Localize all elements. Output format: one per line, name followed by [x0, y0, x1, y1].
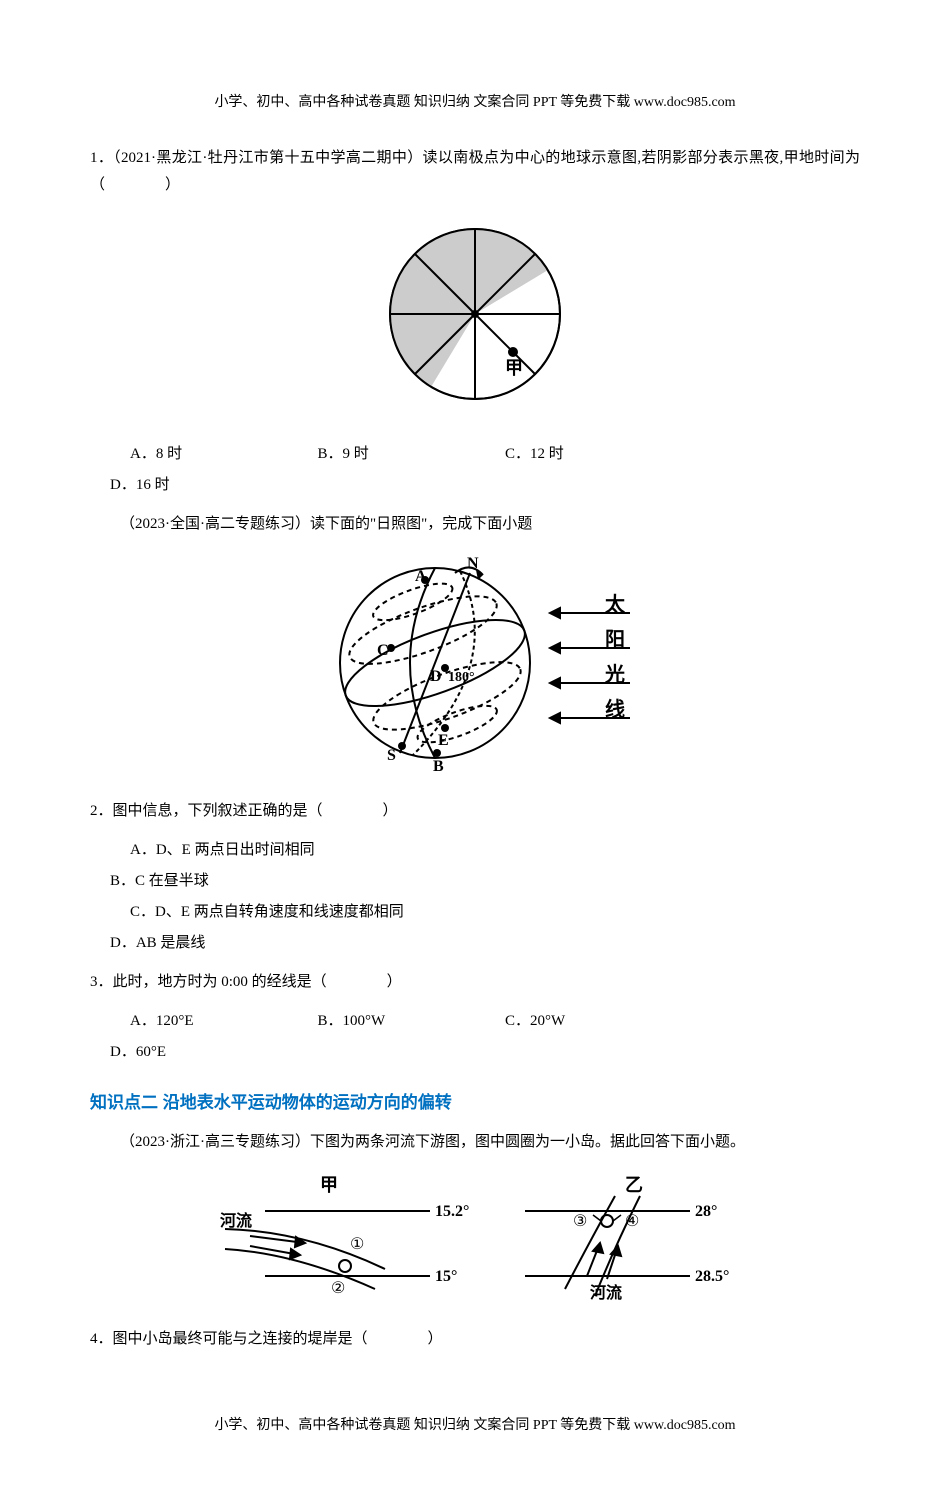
q3-options: A．120°E B．100°W C．20°W D．60°E — [110, 1006, 860, 1068]
fig2-sun1: 太 — [605, 593, 626, 616]
q2-options: A．D、E 两点日出时间相同 B．C 在昼半球 C．D、E 两点自转角速度和线速… — [110, 835, 860, 959]
fig2-S: S — [387, 747, 396, 764]
fig3-lat28-5: 28.5° — [695, 1268, 729, 1285]
q1-option-d: D．16 时 — [110, 470, 298, 501]
fig3-river-left: 河流 — [220, 1211, 252, 1230]
fig1-label-jia: 甲 — [505, 358, 523, 378]
fig2-sun2: 阳 — [605, 628, 625, 651]
passage2-intro: （2023·全国·高二专题练习）读下面的"日照图"，完成下面小题 — [90, 511, 860, 538]
q2-option-d: D．AB 是晨线 — [110, 928, 485, 959]
fig3-c1: ① — [350, 1236, 364, 1253]
q1-options: A．8 时 B．9 时 C．12 时 D．16 时 — [110, 439, 860, 501]
fig3-lat28: 28° — [695, 1203, 717, 1220]
q1-option-c: C．12 时 — [505, 439, 693, 470]
q1-option-a: A．8 时 — [130, 439, 318, 470]
q1-stem: 1．（2021·黑龙江·牡丹江市第十五中学高二期中）读以南极点为中心的地球示意图… — [90, 145, 860, 199]
q2-stem: 2．图中信息，下列叙述正确的是（ ） — [90, 798, 860, 825]
fig3-lat15-2: 15.2° — [435, 1203, 469, 1220]
q3-stem: 3．此时，地方时为 0:00 的经线是（ ） — [90, 969, 860, 996]
fig2-lon: 180° — [448, 670, 475, 685]
q1-option-b: B．9 时 — [318, 439, 506, 470]
fig2-B: B — [433, 758, 444, 773]
fig3-yi: 乙 — [625, 1175, 643, 1195]
fig3-jia: 甲 — [320, 1175, 338, 1195]
page-header: 小学、初中、高中各种试卷真题 知识归纳 文案合同 PPT 等免费下载 www.d… — [90, 90, 860, 115]
q2-option-b: B．C 在昼半球 — [110, 866, 485, 897]
page-footer: 小学、初中、高中各种试卷真题 知识归纳 文案合同 PPT 等免费下载 www.d… — [90, 1413, 860, 1438]
fig3-c4: ④ — [625, 1213, 639, 1230]
q3-option-c: C．20°W — [505, 1006, 693, 1037]
q3-option-a: A．120°E — [130, 1006, 318, 1037]
fig2-sun3: 光 — [604, 663, 625, 686]
q3-option-b: B．100°W — [318, 1006, 506, 1037]
fig3-c3: ③ — [573, 1213, 587, 1230]
figure-3: 甲 15.2° 15° 河流 ① ② 乙 28° 28.5° — [90, 1171, 860, 1311]
figure-2: N A C D 180° E B S 太 阳 光 线 — [90, 553, 860, 783]
figure-1: 甲 — [90, 214, 860, 424]
q2-option-a: A．D、E 两点日出时间相同 — [130, 835, 505, 866]
passage3-intro: （2023·浙江·高三专题练习）下图为两条河流下游图，图中圆圈为一小岛。据此回答… — [90, 1129, 860, 1156]
fig2-C: C — [377, 642, 389, 659]
fig2-D: D — [430, 668, 442, 685]
fig2-sun4: 线 — [605, 697, 625, 721]
fig3-c2: ② — [331, 1280, 345, 1297]
q3-option-d: D．60°E — [110, 1037, 298, 1068]
fig2-E: E — [438, 732, 449, 749]
fig3-river-right: 河流 — [590, 1283, 622, 1301]
fig2-N: N — [467, 555, 479, 572]
q2-option-c: C．D、E 两点自转角速度和线速度都相同 — [130, 897, 505, 928]
fig3-lat15: 15° — [435, 1268, 457, 1285]
section-2-title: 知识点二 沿地表水平运动物体的运动方向的偏转 — [90, 1088, 860, 1119]
q4-stem: 4．图中小岛最终可能与之连接的堤岸是（ ） — [90, 1326, 860, 1353]
fig2-A: A — [415, 568, 427, 585]
